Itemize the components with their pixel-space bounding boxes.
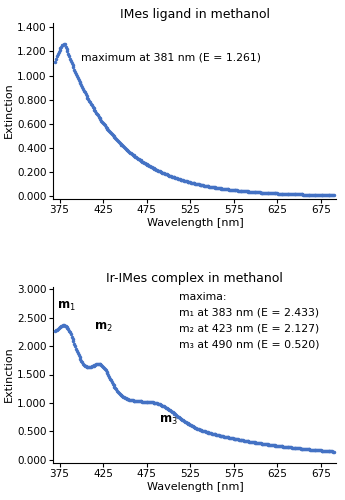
- X-axis label: Wavelength [nm]: Wavelength [nm]: [147, 218, 243, 228]
- Text: maxima:: maxima:: [179, 292, 227, 302]
- Text: m$_3$: m$_3$: [159, 414, 178, 426]
- Title: Ir-IMes complex in methanol: Ir-IMes complex in methanol: [107, 272, 283, 285]
- Title: IMes ligand in methanol: IMes ligand in methanol: [120, 8, 270, 22]
- Text: m₁ at 383 nm (E = 2.433): m₁ at 383 nm (E = 2.433): [179, 308, 319, 318]
- Y-axis label: Extinction: Extinction: [4, 346, 14, 403]
- Text: m₃ at 490 nm (E = 0.520): m₃ at 490 nm (E = 0.520): [179, 340, 320, 349]
- Y-axis label: Extinction: Extinction: [4, 82, 14, 138]
- X-axis label: Wavelength [nm]: Wavelength [nm]: [147, 482, 243, 492]
- Text: m$_2$: m$_2$: [94, 320, 112, 334]
- Text: m₂ at 423 nm (E = 2.127): m₂ at 423 nm (E = 2.127): [179, 324, 319, 334]
- Text: m$_1$: m$_1$: [57, 300, 76, 313]
- Text: maximum at 381 nm (E = 1.261): maximum at 381 nm (E = 1.261): [81, 52, 261, 62]
